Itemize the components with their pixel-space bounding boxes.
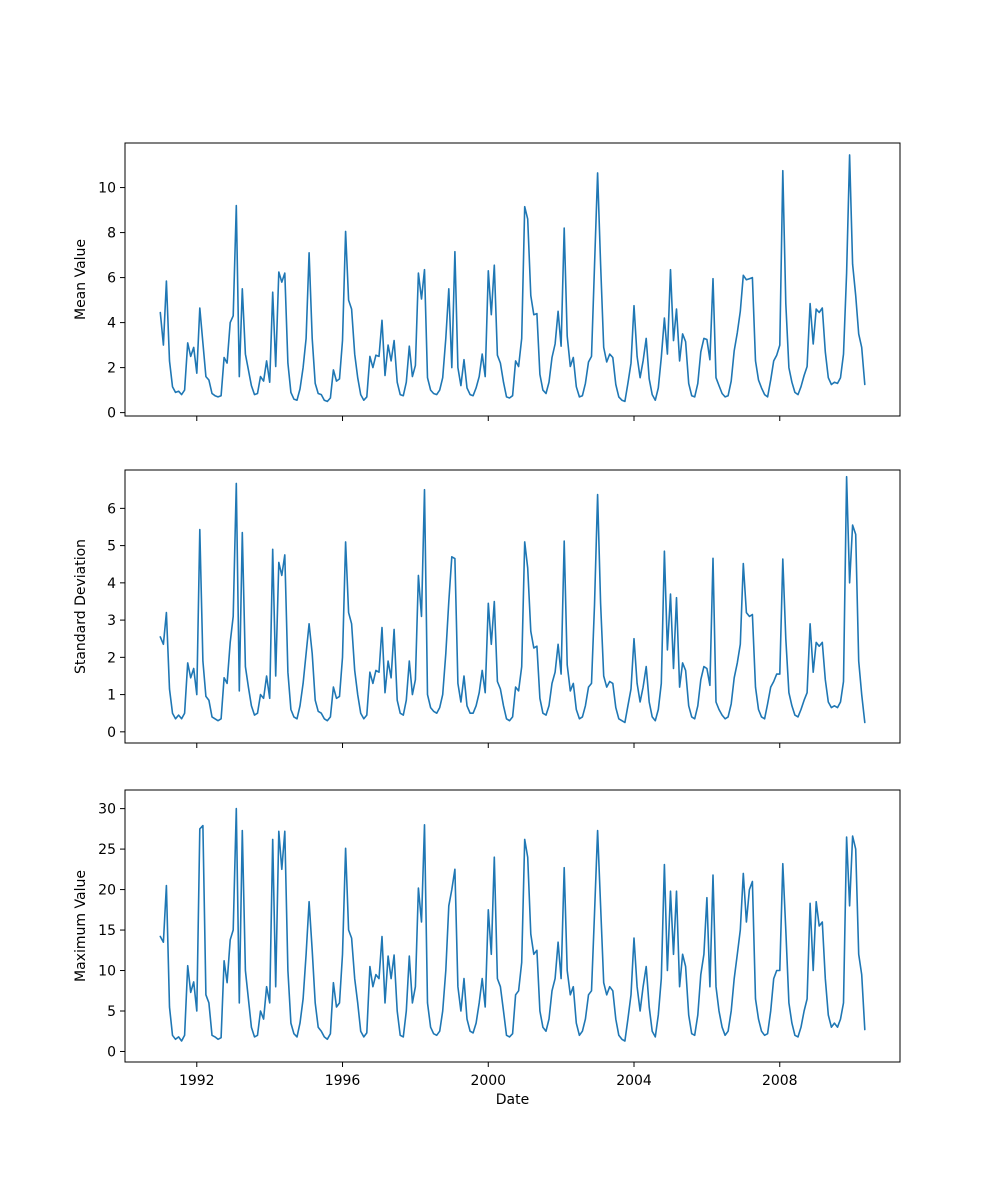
y-tick-label: 10 xyxy=(98,181,116,197)
std-frame xyxy=(124,469,901,744)
y-tick-label: 8 xyxy=(107,226,116,242)
mean-line xyxy=(159,154,866,403)
y-tick-label: 20 xyxy=(98,883,116,899)
x-tick-label: 2000 xyxy=(470,1073,506,1089)
y-tick-label: 5 xyxy=(107,539,116,555)
x-tick-label: 1992 xyxy=(179,1073,215,1089)
y-tick-label: 30 xyxy=(98,802,116,818)
y-tick-label: 15 xyxy=(98,923,116,939)
y-tick-label: 5 xyxy=(107,1004,116,1020)
y-tick-label: 0 xyxy=(107,406,116,422)
y-tick-label: 10 xyxy=(98,964,116,980)
y-tick-label: 2 xyxy=(107,361,116,377)
std-line xyxy=(159,475,866,724)
y-tick-label: 1 xyxy=(107,688,116,704)
x-tick-label: 1996 xyxy=(325,1073,361,1089)
max-line xyxy=(159,807,866,1042)
y-tick-label: 6 xyxy=(107,501,116,517)
subplot-max: 0 5 10 15 20 25 30 1992 1996 2000 2004 2008 Maximum … xyxy=(73,789,901,1089)
subplot-mean: 0 2 4 6 8 10 Mean Value xyxy=(73,142,901,422)
x-tick-label: 2004 xyxy=(616,1073,652,1089)
x-tick-label: 2008 xyxy=(762,1073,798,1089)
y-tick-label: 25 xyxy=(98,842,116,858)
std-ylabel: Standard Deviation xyxy=(73,539,89,674)
y-tick-label: 3 xyxy=(107,613,116,629)
y-tick-label: 6 xyxy=(107,271,116,287)
y-tick-label: 4 xyxy=(107,316,116,332)
mean-ylabel: Mean Value xyxy=(73,239,89,320)
y-tick-label: 2 xyxy=(107,650,116,666)
y-tick-label: 0 xyxy=(107,1044,116,1060)
max-frame xyxy=(124,789,901,1063)
y-tick-label: 0 xyxy=(107,725,116,741)
y-tick-label: 4 xyxy=(107,576,116,592)
max-ylabel: Maximum Value xyxy=(73,870,89,982)
subplot-std: 0 1 2 3 4 5 6 Standard Deviation xyxy=(73,469,901,748)
x-axis-label: Date xyxy=(496,1092,529,1108)
mean-frame xyxy=(124,142,901,417)
